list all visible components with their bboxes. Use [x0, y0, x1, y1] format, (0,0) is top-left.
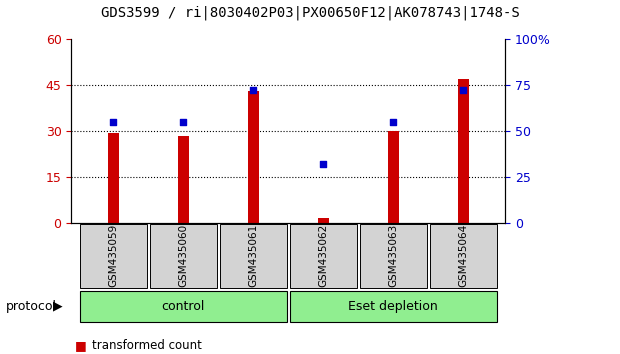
Point	[179, 119, 188, 125]
Bar	[458, 79, 469, 223]
Text: GSM435063: GSM435063	[388, 224, 398, 287]
Text: transformed count: transformed count	[92, 339, 202, 352]
Bar	[108, 132, 118, 223]
FancyBboxPatch shape	[80, 291, 287, 322]
Text: GSM435060: GSM435060	[179, 224, 188, 287]
Text: GSM435061: GSM435061	[248, 224, 259, 287]
Text: GSM435062: GSM435062	[318, 224, 329, 287]
FancyBboxPatch shape	[219, 224, 287, 288]
Point	[108, 119, 118, 125]
FancyBboxPatch shape	[290, 224, 357, 288]
Text: GSM435064: GSM435064	[458, 224, 468, 287]
Text: Eset depletion: Eset depletion	[348, 300, 438, 313]
Text: protocol: protocol	[6, 300, 57, 313]
Text: control: control	[162, 300, 205, 313]
Point	[249, 88, 259, 93]
Bar	[178, 136, 188, 223]
Text: GDS3599 / ri|8030402P03|PX00650F12|AK078743|1748-S: GDS3599 / ri|8030402P03|PX00650F12|AK078…	[100, 5, 520, 20]
Text: ■: ■	[74, 339, 86, 352]
Point	[388, 119, 398, 125]
FancyBboxPatch shape	[430, 224, 497, 288]
Bar	[388, 131, 399, 223]
FancyBboxPatch shape	[290, 291, 497, 322]
FancyBboxPatch shape	[149, 224, 217, 288]
FancyBboxPatch shape	[80, 224, 147, 288]
Bar	[318, 218, 329, 223]
Point	[318, 161, 328, 167]
Text: GSM435059: GSM435059	[108, 224, 118, 287]
Point	[458, 88, 468, 93]
FancyBboxPatch shape	[360, 224, 427, 288]
Text: ▶: ▶	[53, 300, 63, 313]
Bar	[248, 91, 259, 223]
